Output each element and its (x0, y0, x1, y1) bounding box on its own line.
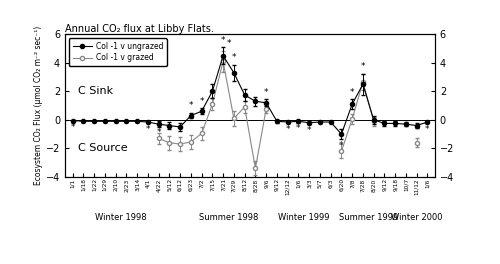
Text: *: * (221, 36, 226, 45)
Text: C Sink: C Sink (78, 86, 113, 96)
Text: *: * (296, 124, 300, 133)
Text: *: * (70, 123, 75, 132)
Text: *: * (360, 62, 365, 71)
Text: *: * (188, 101, 193, 110)
Text: Summer 1998: Summer 1998 (199, 213, 258, 221)
Text: *: * (200, 97, 204, 106)
Text: C Source: C Source (78, 143, 128, 153)
Text: Annual CO₂ flux at Libby Flats.: Annual CO₂ flux at Libby Flats. (65, 23, 214, 34)
Legend: Col -1 v ungrazed, Col -1 v grazed: Col -1 v ungrazed, Col -1 v grazed (69, 38, 167, 66)
Text: *: * (232, 53, 236, 62)
Text: *: * (156, 128, 161, 137)
Text: *: * (286, 125, 290, 134)
Text: Summer 1999: Summer 1999 (338, 213, 398, 221)
Text: *: * (425, 125, 430, 134)
Text: *: * (146, 125, 150, 134)
Text: *: * (339, 140, 344, 149)
Text: *: * (307, 126, 312, 135)
Text: *: * (227, 39, 232, 48)
Text: Winter 2000: Winter 2000 (391, 213, 442, 221)
Text: Winter 1998: Winter 1998 (95, 213, 146, 221)
Text: *: * (264, 88, 268, 97)
Text: Winter 1999: Winter 1999 (278, 213, 330, 221)
Y-axis label: Ecosystem CO₂ Flux (μmol CO₂ m⁻² sec⁻¹): Ecosystem CO₂ Flux (μmol CO₂ m⁻² sec⁻¹) (34, 26, 43, 185)
Text: *: * (350, 88, 354, 97)
